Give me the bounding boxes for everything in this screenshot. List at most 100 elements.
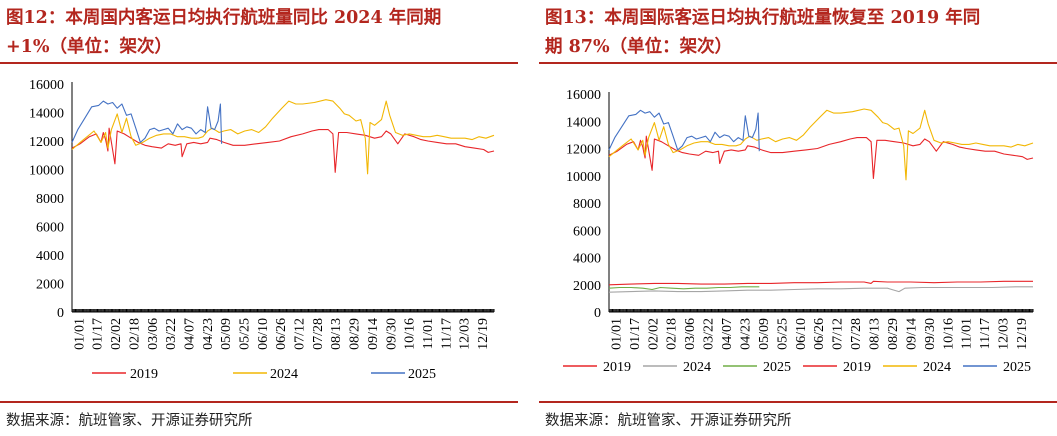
data-source: 数据来源：航班管家、开源证券研究所 (545, 413, 792, 429)
source-rule (539, 401, 1057, 403)
x-tick-label: 04/23 (739, 318, 754, 350)
source-rule (0, 401, 518, 403)
x-tick-label: 11/17 (439, 318, 454, 349)
y-tick-label: 12000 (29, 135, 64, 150)
y-tick-label: 4000 (36, 249, 64, 264)
x-tick-label: 01/17 (91, 318, 106, 350)
legend-label: 2025 (408, 367, 436, 382)
x-tick-label: 10/16 (403, 318, 418, 350)
x-tick-label: 05/09 (757, 318, 772, 350)
legend-label: 2019 (130, 367, 158, 382)
y-tick-label: 0 (57, 306, 64, 321)
series-line-2024-4 (608, 108, 1034, 181)
x-tick-label: 04/23 (201, 318, 216, 350)
x-daily-ticks (608, 309, 1034, 312)
series-line-2019-3 (608, 135, 1034, 180)
title-rule (539, 62, 1057, 64)
figure-title-line-1: 图13：本周国际客运日均执行航班量恢复至 2019 年同 (545, 8, 981, 28)
x-tick-label: 11/01 (421, 318, 436, 349)
series-line-2025-5 (608, 109, 760, 152)
x-tick-label: 09/30 (384, 318, 399, 350)
x-tick-label: 12/03 (997, 318, 1012, 350)
x-tick-label: 03/06 (146, 318, 161, 350)
legend-label: 2024 (270, 367, 298, 382)
x-tick-label: 01/01 (72, 318, 87, 350)
legend-label: 2019 (603, 360, 631, 375)
legend-label: 2024 (683, 360, 711, 375)
title-rule (0, 62, 518, 64)
x-tick-label: 12/03 (458, 318, 473, 350)
data-source: 数据来源：航班管家、开源证券研究所 (6, 413, 253, 429)
x-tick-label: 11/01 (960, 318, 975, 349)
x-tick-label: 02/18 (127, 318, 142, 350)
legend-label: 2025 (1003, 360, 1031, 375)
y-tick-label: 6000 (36, 221, 64, 236)
series-line-2024-1 (71, 99, 495, 175)
international-flights-line-chart: 0 2000 4000 6000 8000 10000 12000 14000 16000 01/… (563, 88, 1034, 375)
x-tick-label: 07/28 (849, 318, 864, 350)
x-tick-label: 12/19 (476, 318, 491, 350)
x-tick-label: 05/09 (219, 318, 234, 350)
series-line-2019-0 (71, 127, 495, 173)
x-tick-label: 06/10 (256, 318, 271, 350)
x-tick-label: 05/25 (238, 318, 253, 350)
x-tick-label: 08/29 (886, 318, 901, 350)
figure-title: 图12：本周国内客运日均执行航班量同比 2024 年同期 +1%（单位：架次） (6, 4, 518, 62)
x-tick-label: 01/17 (628, 318, 643, 350)
y-tick-label: 10000 (566, 170, 601, 185)
figure-title-line-2: +1%（单位：架次） (6, 37, 172, 57)
figure-12: 图12：本周国内客运日均执行航班量同比 2024 年同期 +1%（单位：架次） … (0, 0, 518, 436)
series-line-2019-0 (608, 280, 1033, 286)
figure-title-line-2: 期 87%（单位：架次） (545, 37, 733, 57)
y-tick-label: 6000 (573, 224, 601, 239)
y-tick-label: 14000 (29, 107, 64, 122)
x-tick-label: 09/30 (923, 318, 938, 350)
y-tick-label: 2000 (36, 278, 64, 293)
legend-label: 2019 (843, 360, 871, 375)
y-tick-label: 10000 (29, 164, 64, 179)
domestic-flights-line-chart: 0 2000 4000 6000 8000 10000 12000 14000 16000 01/… (29, 78, 495, 382)
y-tick-label: 8000 (573, 197, 601, 212)
x-tick-label: 02/18 (665, 318, 680, 350)
x-tick-label: 10/16 (941, 318, 956, 350)
figure-13: 图13：本周国际客运日均执行航班量恢复至 2019 年同 期 87%（单位：架次… (539, 0, 1057, 436)
legend-label: 2025 (763, 360, 791, 375)
y-tick-label: 0 (594, 306, 601, 321)
series-line-2025-2 (608, 286, 760, 291)
x-tick-label: 09/14 (366, 318, 381, 350)
figure-title: 图13：本周国际客运日均执行航班量恢复至 2019 年同 期 87%（单位：架次… (545, 4, 1057, 62)
x-tick-label: 08/29 (348, 318, 363, 350)
x-tick-label: 02/02 (109, 318, 124, 350)
x-daily-ticks (71, 309, 495, 312)
series-line-2024-1 (608, 286, 1033, 293)
x-tick-label: 12/19 (1015, 318, 1030, 350)
x-tick-label: 08/13 (868, 318, 883, 350)
y-tick-label: 12000 (566, 143, 601, 158)
x-tick-label: 09/14 (904, 318, 919, 350)
y-tick-label: 14000 (566, 115, 601, 130)
x-tick-label: 04/07 (183, 318, 198, 350)
x-tick-label: 07/12 (293, 318, 308, 350)
y-tick-label: 16000 (566, 88, 601, 103)
x-tick-label: 03/22 (702, 318, 717, 350)
x-tick-label: 08/13 (329, 318, 344, 350)
x-tick-label: 03/22 (164, 318, 179, 350)
x-tick-label: 04/07 (720, 318, 735, 350)
y-tick-label: 8000 (36, 192, 64, 207)
x-tick-label: 11/17 (978, 318, 993, 349)
legend-label: 2024 (923, 360, 951, 375)
x-tick-label: 02/02 (646, 318, 661, 350)
x-tick-label: 05/25 (775, 318, 790, 350)
y-tick-label: 2000 (573, 279, 601, 294)
x-tick-label: 06/26 (812, 318, 827, 350)
x-tick-label: 03/06 (683, 318, 698, 350)
y-tick-label: 4000 (573, 252, 601, 267)
series-line-2025-2 (71, 100, 223, 144)
y-tick-label: 16000 (29, 78, 64, 93)
x-tick-label: 01/01 (609, 318, 624, 350)
x-tick-label: 07/28 (311, 318, 326, 350)
x-tick-label: 06/26 (274, 318, 289, 350)
x-tick-label: 06/10 (794, 318, 809, 350)
legend: 2019 2024 2025 (92, 367, 436, 382)
legend: 2019 2024 2025 2019 2024 2025 (563, 360, 1031, 375)
